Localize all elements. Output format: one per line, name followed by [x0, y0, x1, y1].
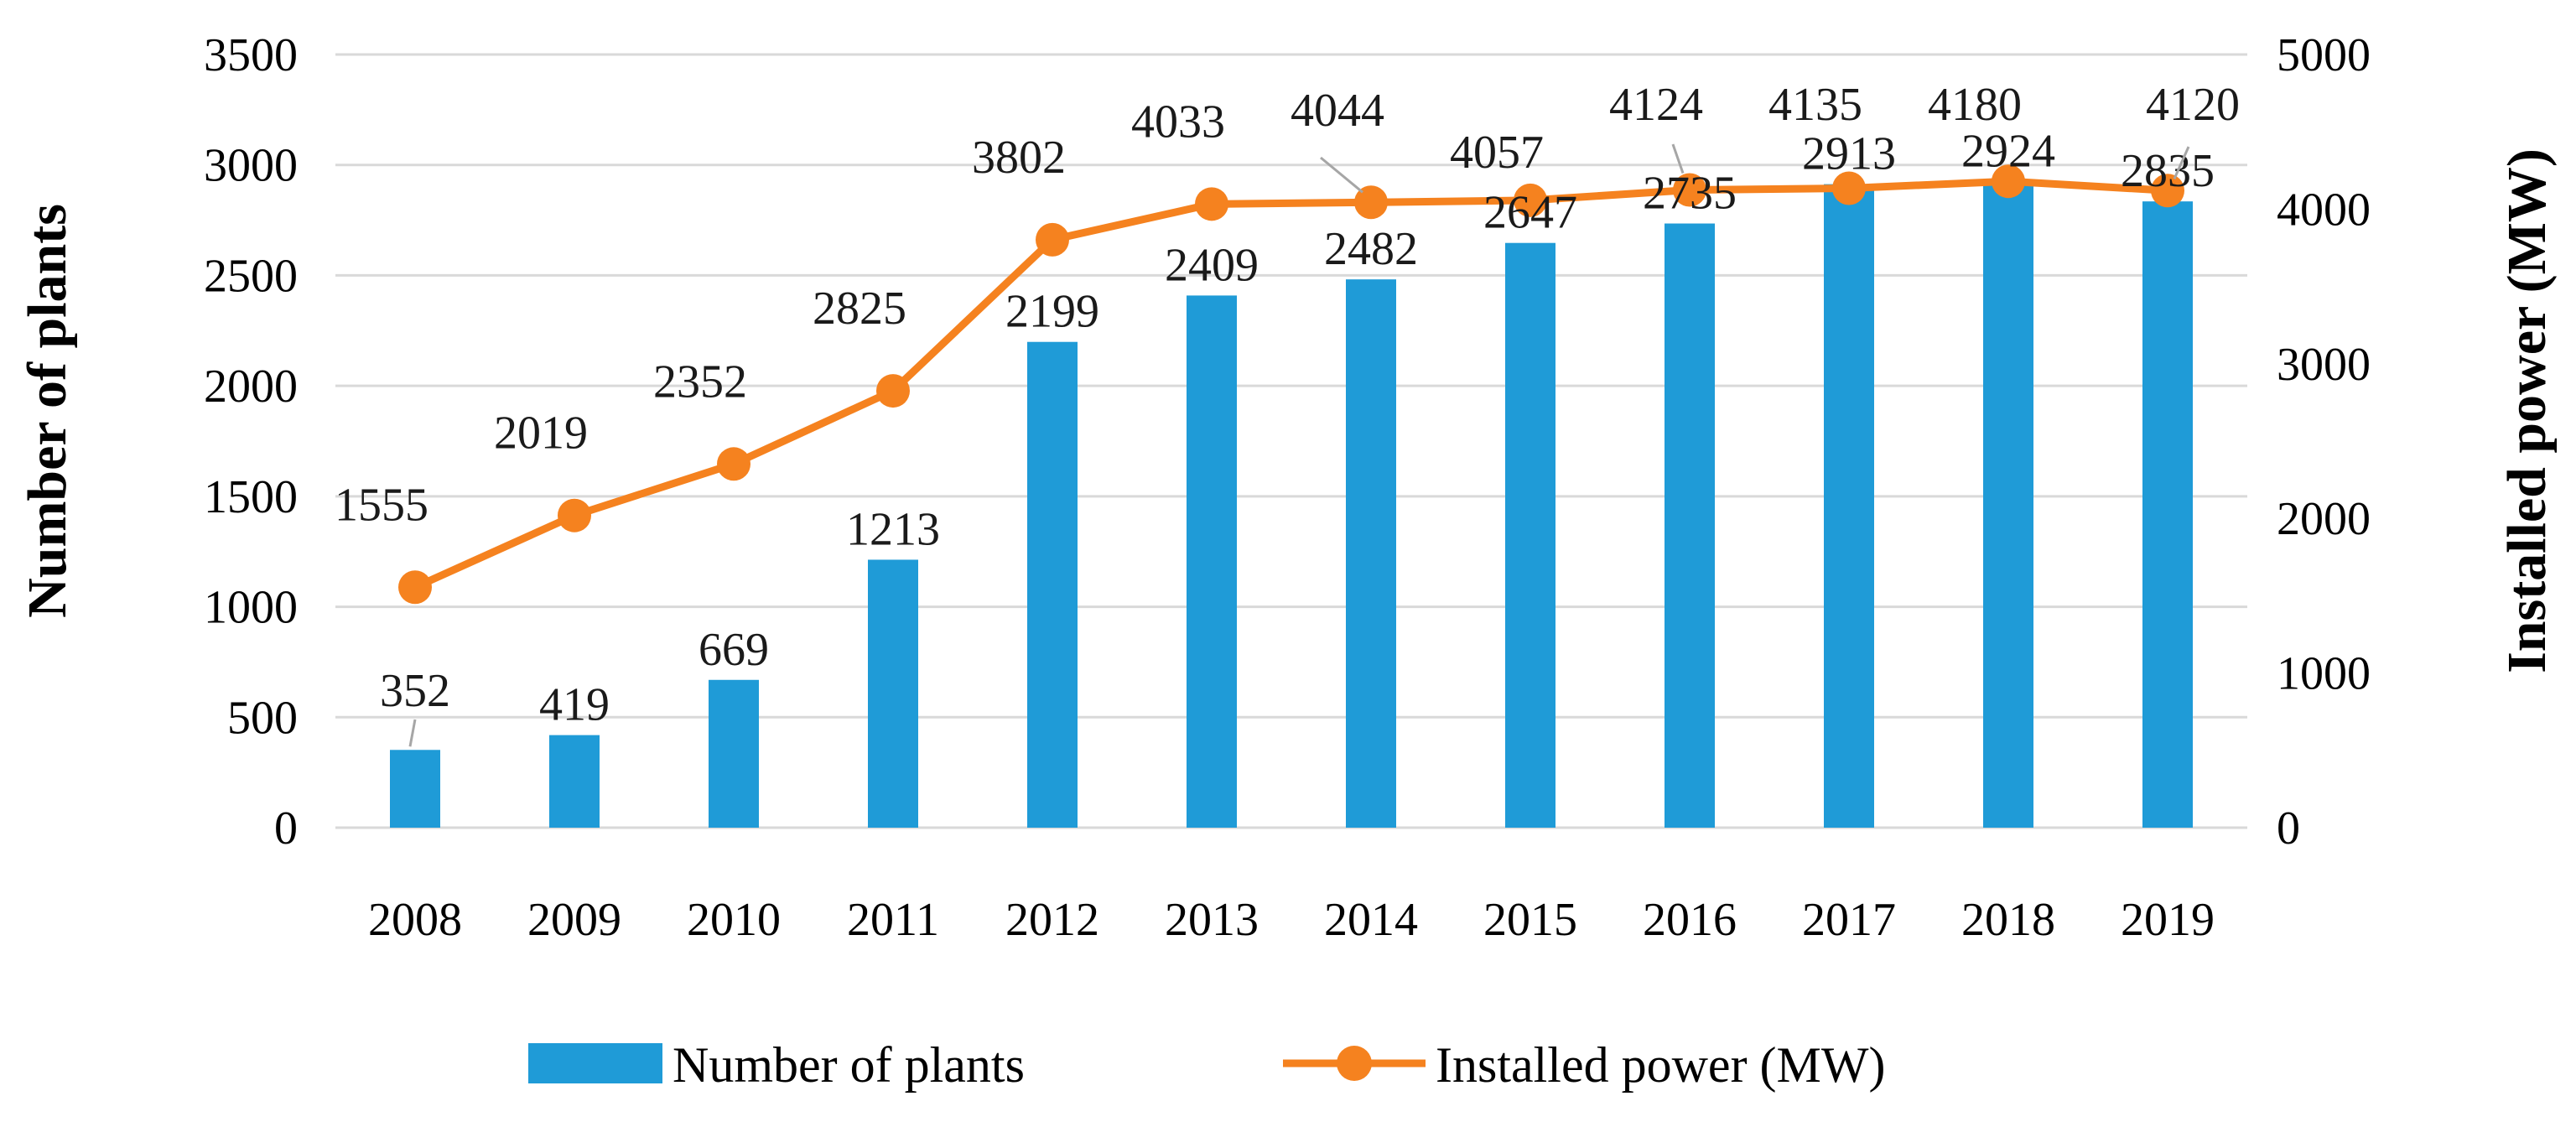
- leader-line: [1320, 156, 1363, 194]
- gridlines: [335, 53, 2247, 829]
- line-data-label: 1555: [335, 479, 428, 531]
- legend-line-marker: [1337, 1046, 1372, 1081]
- x-tick-label: 2009: [527, 894, 621, 946]
- left-tick-label: 1000: [204, 582, 298, 634]
- line-point: [558, 498, 591, 532]
- line-data-label: 4180: [1928, 79, 2022, 131]
- right-tick-label: 3000: [2277, 339, 2371, 391]
- right-axis-ticks: 0 1000 2000 3000 4000 5000: [2277, 29, 2371, 854]
- x-tick-label: 2012: [1005, 894, 1099, 946]
- bar: [1505, 242, 1555, 828]
- line-point: [1036, 222, 1069, 257]
- bar-data-label: 1213: [846, 503, 940, 555]
- leader-line: [408, 719, 417, 747]
- line-point: [2151, 174, 2184, 208]
- x-tick-label: 2016: [1643, 894, 1737, 946]
- bar-data-label: 419: [539, 679, 610, 731]
- legend-bar-label: Number of plants: [673, 1037, 1025, 1093]
- bar-data-label: 2199: [1005, 286, 1099, 338]
- left-tick-label: 0: [274, 803, 298, 854]
- left-tick-label: 3500: [204, 29, 298, 81]
- right-tick-label: 0: [2277, 803, 2300, 854]
- bar-data-label: 2735: [1643, 168, 1737, 220]
- bar: [2142, 201, 2193, 828]
- right-tick-label: 1000: [2277, 648, 2371, 700]
- line-series: [398, 164, 2184, 605]
- left-axis-ticks: 0 500 1000 1500 2000 2500 3000 3500: [204, 29, 298, 854]
- x-tick-label: 2018: [1961, 894, 2055, 946]
- series-line: [413, 177, 2168, 591]
- bar-data-label: 2409: [1165, 239, 1259, 291]
- line-data-label: 4057: [1450, 127, 1544, 179]
- bar: [868, 559, 918, 828]
- line-data-labels: 1555 2019 2352 2825 3802 4033 4044 4057 4124 4135…: [335, 79, 2240, 531]
- bar-series: [390, 181, 2193, 829]
- left-tick-label: 2500: [204, 250, 298, 302]
- line-point: [1354, 185, 1388, 220]
- legend-bar-swatch: [528, 1043, 662, 1083]
- bar-data-labels: 352 419 669 1213 2199 2409 2482 2647 2735 2913 292…: [380, 126, 2215, 747]
- right-axis-title: Installed power (MW): [2496, 148, 2558, 673]
- line-point: [1514, 183, 1547, 217]
- bar: [1346, 279, 1396, 828]
- line-point: [1195, 187, 1228, 221]
- line-data-label: 2019: [494, 408, 588, 460]
- line-data-label: 4033: [1131, 96, 1225, 148]
- line-point: [1673, 173, 1706, 207]
- line-point: [398, 570, 432, 605]
- right-tick-label: 5000: [2277, 29, 2371, 81]
- line-point: [1832, 171, 1866, 205]
- legend-line-label: Installed power (MW): [1436, 1037, 1885, 1093]
- line-data-label: 4124: [1609, 79, 1703, 131]
- line-data-label: 4120: [2146, 79, 2240, 131]
- x-tick-label: 2013: [1165, 894, 1259, 946]
- bar: [1027, 341, 1078, 828]
- bar-data-label: 2924: [1961, 126, 2055, 178]
- left-tick-label: 1500: [204, 471, 298, 523]
- line-data-label: 2825: [813, 283, 906, 335]
- line-data-label: 3802: [972, 132, 1066, 184]
- leader-line: [1671, 143, 1685, 174]
- left-axis-title: Number of plants: [17, 204, 78, 618]
- bar: [1824, 184, 1874, 828]
- bar: [1187, 295, 1237, 828]
- line-point: [717, 447, 750, 481]
- bar-data-label: 2835: [2121, 145, 2215, 197]
- line-data-label: 2352: [653, 356, 747, 408]
- bar: [1983, 181, 2033, 828]
- x-tick-label: 2010: [687, 894, 781, 946]
- x-tick-label: 2014: [1324, 894, 1418, 946]
- right-tick-label: 2000: [2277, 493, 2371, 545]
- bar-data-label: 352: [380, 665, 450, 717]
- left-tick-label: 3000: [204, 140, 298, 192]
- bar: [549, 735, 600, 828]
- left-tick-label: 500: [227, 692, 298, 744]
- legend: Number of plants Installed power (MW): [528, 1037, 1885, 1093]
- x-tick-label: 2019: [2121, 894, 2215, 946]
- bar: [390, 750, 440, 828]
- bar-data-label: 669: [699, 624, 769, 676]
- line-data-label: 4044: [1291, 85, 1384, 137]
- leader-line: [2173, 146, 2190, 179]
- bar: [709, 679, 759, 828]
- line-point: [876, 374, 910, 408]
- x-axis-ticks: 2008 2009 2010 2011 2012 2013 2014 2015 2016 2017…: [368, 894, 2215, 946]
- bar-data-label: 2647: [1483, 187, 1577, 239]
- left-tick-label: 2000: [204, 361, 298, 413]
- line-data-label: 4135: [1768, 79, 1862, 131]
- line-point: [1992, 164, 2025, 199]
- right-tick-label: 4000: [2277, 184, 2371, 236]
- bar-data-label: 2482: [1324, 223, 1418, 275]
- x-tick-label: 2017: [1802, 894, 1896, 946]
- x-tick-label: 2015: [1483, 894, 1577, 946]
- x-tick-label: 2011: [847, 894, 939, 946]
- x-tick-label: 2008: [368, 894, 462, 946]
- bar: [1665, 223, 1715, 829]
- bar-data-label: 2913: [1802, 128, 1896, 180]
